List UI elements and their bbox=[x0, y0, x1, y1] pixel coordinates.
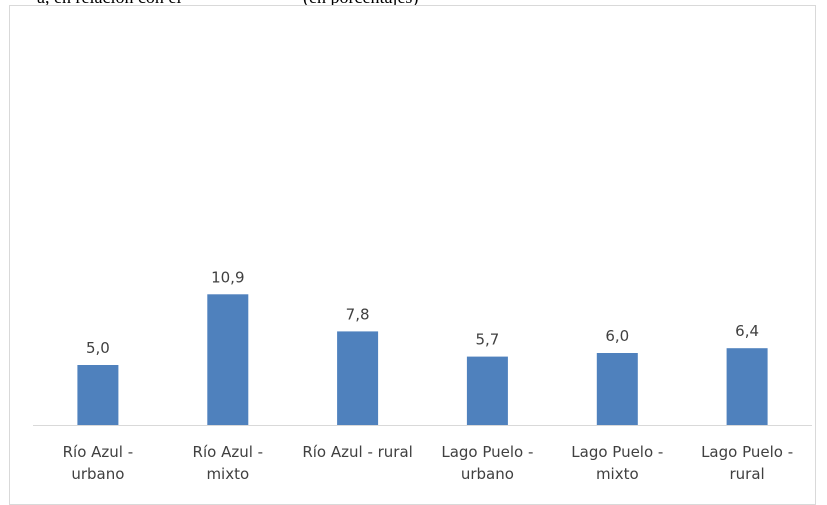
header-caption: a, en relación con el (en porcentajes) bbox=[0, 0, 827, 9]
x-tick-label-5-line-1: Lago Puelo - bbox=[571, 443, 663, 461]
data-label-5: 6,0 bbox=[605, 327, 629, 345]
x-tick-label-3-line-1: Río Azul - rural bbox=[302, 443, 413, 461]
bar-5 bbox=[596, 353, 638, 425]
data-label-3: 7,8 bbox=[346, 305, 370, 323]
x-tick-label-4: Lago Puelo - urbano bbox=[441, 443, 533, 483]
data-label-6: 6,4 bbox=[735, 322, 759, 340]
x-tick-label-4-line-1: Lago Puelo - bbox=[441, 443, 533, 461]
x-tick-label-2: Río Azul - mixto bbox=[193, 443, 264, 483]
chart-frame bbox=[9, 5, 816, 505]
data-labels-layer: 5,0 10,9 7,8 5,7 6,0 6,4 bbox=[86, 268, 759, 357]
x-tick-label-1-line-2: urbano bbox=[71, 465, 124, 483]
x-tick-label-2-line-2: mixto bbox=[206, 465, 249, 483]
data-label-2: 10,9 bbox=[211, 268, 244, 286]
x-tick-label-2-line-1: Río Azul - bbox=[193, 443, 264, 461]
x-tick-label-3: Río Azul - rural bbox=[302, 443, 413, 461]
x-tick-label-6-line-1: Lago Puelo - bbox=[701, 443, 793, 461]
x-tick-label-1: Río Azul - urbano bbox=[63, 443, 134, 483]
x-tick-label-5-line-2: mixto bbox=[596, 465, 639, 483]
bars-layer bbox=[77, 294, 768, 425]
x-tick-label-6: Lago Puelo - rural bbox=[701, 443, 793, 483]
bar-1 bbox=[77, 365, 119, 425]
header-caption-left: a, en relación con el bbox=[37, 0, 181, 8]
bar-6 bbox=[726, 348, 768, 425]
bar-2 bbox=[207, 294, 249, 425]
data-label-4: 5,7 bbox=[475, 331, 499, 349]
header-caption-right: (en porcentajes) bbox=[303, 0, 418, 8]
data-label-1: 5,0 bbox=[86, 339, 110, 357]
x-tick-label-4-line-2: urbano bbox=[461, 465, 514, 483]
x-tick-label-1-line-1: Río Azul - bbox=[63, 443, 134, 461]
bar-4 bbox=[466, 356, 508, 425]
x-tick-label-5: Lago Puelo - mixto bbox=[571, 443, 663, 483]
bar-3 bbox=[337, 331, 379, 425]
x-tick-label-6-line-2: rural bbox=[729, 465, 764, 483]
